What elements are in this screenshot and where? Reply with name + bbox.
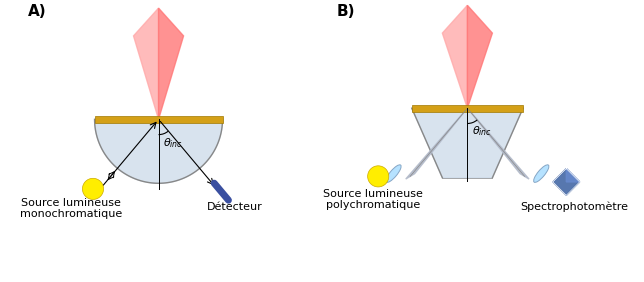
Polygon shape [133, 8, 158, 119]
Polygon shape [566, 169, 580, 182]
Text: $\theta_{inc}$: $\theta_{inc}$ [471, 125, 491, 138]
Ellipse shape [386, 165, 401, 182]
Text: $\theta_{inc}$: $\theta_{inc}$ [163, 136, 183, 149]
Text: Source lumineuse: Source lumineuse [21, 198, 120, 208]
Text: Détecteur: Détecteur [207, 202, 263, 212]
Polygon shape [468, 108, 529, 179]
Polygon shape [158, 8, 184, 119]
Text: Source lumineuse: Source lumineuse [323, 189, 422, 199]
Circle shape [368, 166, 389, 187]
Text: Spectrophotomètre: Spectrophotomètre [520, 201, 629, 212]
Polygon shape [442, 5, 468, 108]
FancyBboxPatch shape [95, 116, 223, 123]
Polygon shape [406, 108, 468, 179]
Circle shape [82, 178, 104, 199]
Ellipse shape [534, 165, 549, 182]
Text: polychromatique: polychromatique [325, 200, 420, 210]
Polygon shape [412, 108, 523, 178]
FancyBboxPatch shape [412, 105, 523, 112]
Polygon shape [468, 5, 493, 108]
Text: B): B) [337, 5, 355, 19]
Text: A): A) [28, 5, 46, 19]
Polygon shape [553, 169, 580, 195]
Text: monochromatique: monochromatique [19, 209, 122, 219]
Polygon shape [95, 119, 223, 183]
